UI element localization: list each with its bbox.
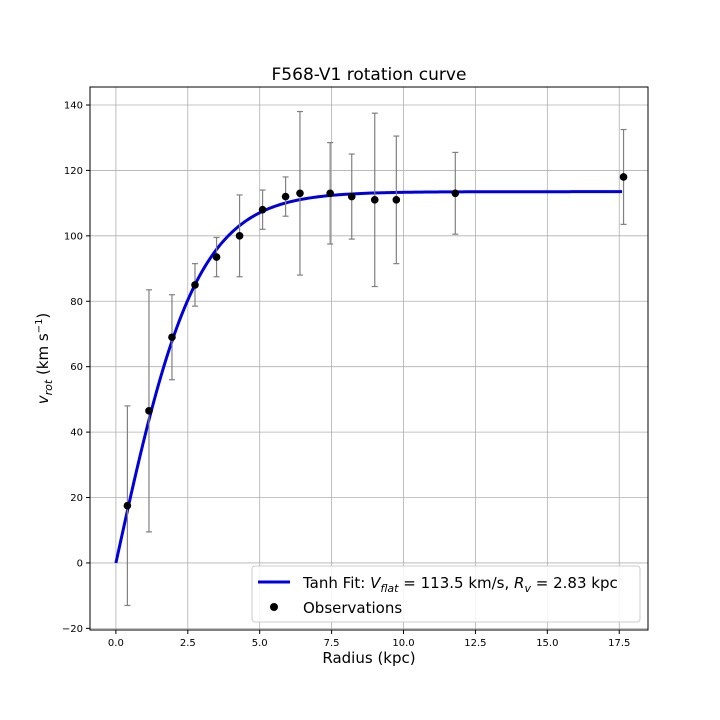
plot-frame <box>89 86 649 631</box>
x-tick-label: 7.5 <box>324 638 340 649</box>
legend: Tanh Fit: Vflat = 113.5 km/s, Rv = 2.83 … <box>251 565 641 623</box>
observation-point <box>123 501 132 510</box>
legend-box <box>251 565 641 623</box>
observation-point <box>212 253 221 261</box>
y-tick-label: 120 <box>64 166 83 177</box>
x-tick-label: 15.0 <box>536 638 558 649</box>
x-tick-label: 12.5 <box>464 638 486 649</box>
grid-lines <box>90 87 648 630</box>
y-axis-label: vrot (km s−1) <box>34 313 55 405</box>
y-tick-label: 20 <box>70 493 83 504</box>
x-tick-label: 10.0 <box>392 638 414 649</box>
legend-observations-swatch <box>270 603 278 611</box>
observation-point <box>619 173 628 181</box>
y-tick-label: 100 <box>64 231 83 242</box>
y-tick-label: 60 <box>70 362 83 373</box>
observation-point <box>392 196 401 204</box>
x-tick-label: 17.5 <box>608 638 630 649</box>
y-tick-label: 40 <box>70 428 83 439</box>
y-tick-label: 0 <box>77 558 83 569</box>
y-tick-label: −20 <box>62 624 83 635</box>
observation-point <box>370 196 379 204</box>
x-tick-label: 0.0 <box>108 638 124 649</box>
observation-point <box>347 192 356 201</box>
x-tick-label: 2.5 <box>180 638 196 649</box>
chart-title: F568-V1 rotation curve <box>272 65 467 85</box>
x-axis-label: Radius (kpc) <box>322 649 415 667</box>
observation-point <box>451 189 460 198</box>
y-tick-label: 80 <box>70 297 83 308</box>
observation-point <box>191 281 199 289</box>
fit-curve <box>114 190 623 564</box>
observation-point <box>258 205 267 214</box>
fit-curve-layer <box>114 190 623 564</box>
x-tick-label: 5.0 <box>252 638 268 649</box>
observation-point <box>326 189 334 198</box>
y-tick-label: 140 <box>64 100 83 111</box>
observation-point <box>296 189 304 198</box>
observation-point <box>281 192 290 201</box>
observation-point <box>145 407 153 415</box>
observation-point <box>235 232 244 240</box>
observation-points-layer <box>123 110 628 607</box>
legend-observations-label: Observations <box>303 599 402 617</box>
axis-ticks: 0.0 2.5 5.0 7.5 10.0 12.5 15.0 17.5 −20 0 20 40 60 80… <box>62 100 630 649</box>
legend-fit-label: Tanh Fit: Vflat = 113.5 km/s, Rv = 2.83 … <box>302 574 618 595</box>
observation-point <box>168 333 176 342</box>
